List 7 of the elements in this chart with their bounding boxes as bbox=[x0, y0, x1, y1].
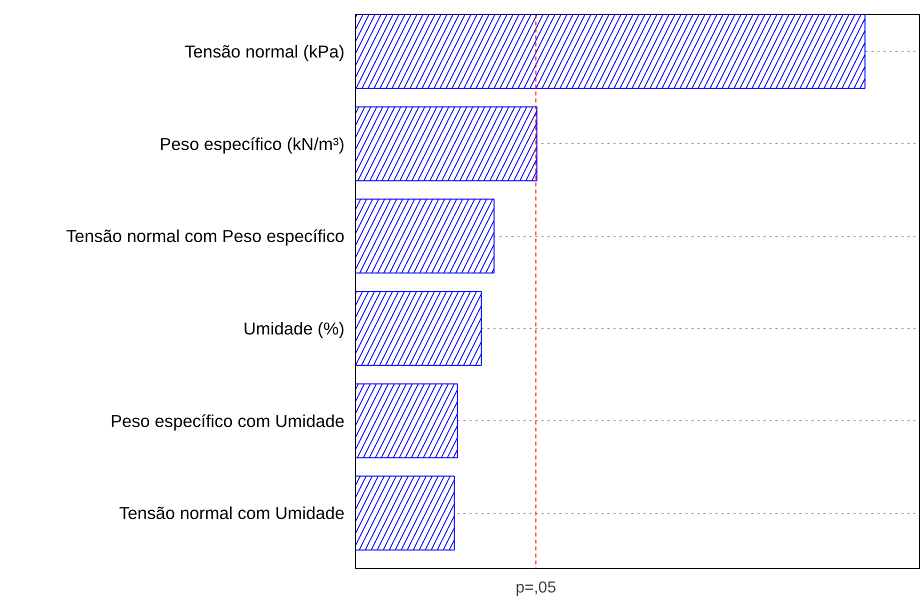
y-tick-label: Tensão normal com Umidade bbox=[119, 503, 345, 524]
y-tick-label: Tensão normal (kPa) bbox=[184, 41, 345, 62]
y-tick-label: Tensão normal com Peso específico bbox=[66, 226, 345, 246]
y-tick-label: Peso específico com Umidade bbox=[110, 410, 345, 431]
y-tick-label: Peso específico (kN/m³) bbox=[160, 134, 345, 154]
ref-line-label: p=,05 bbox=[516, 580, 556, 596]
y-tick-label: Umidade (%) bbox=[243, 318, 344, 338]
